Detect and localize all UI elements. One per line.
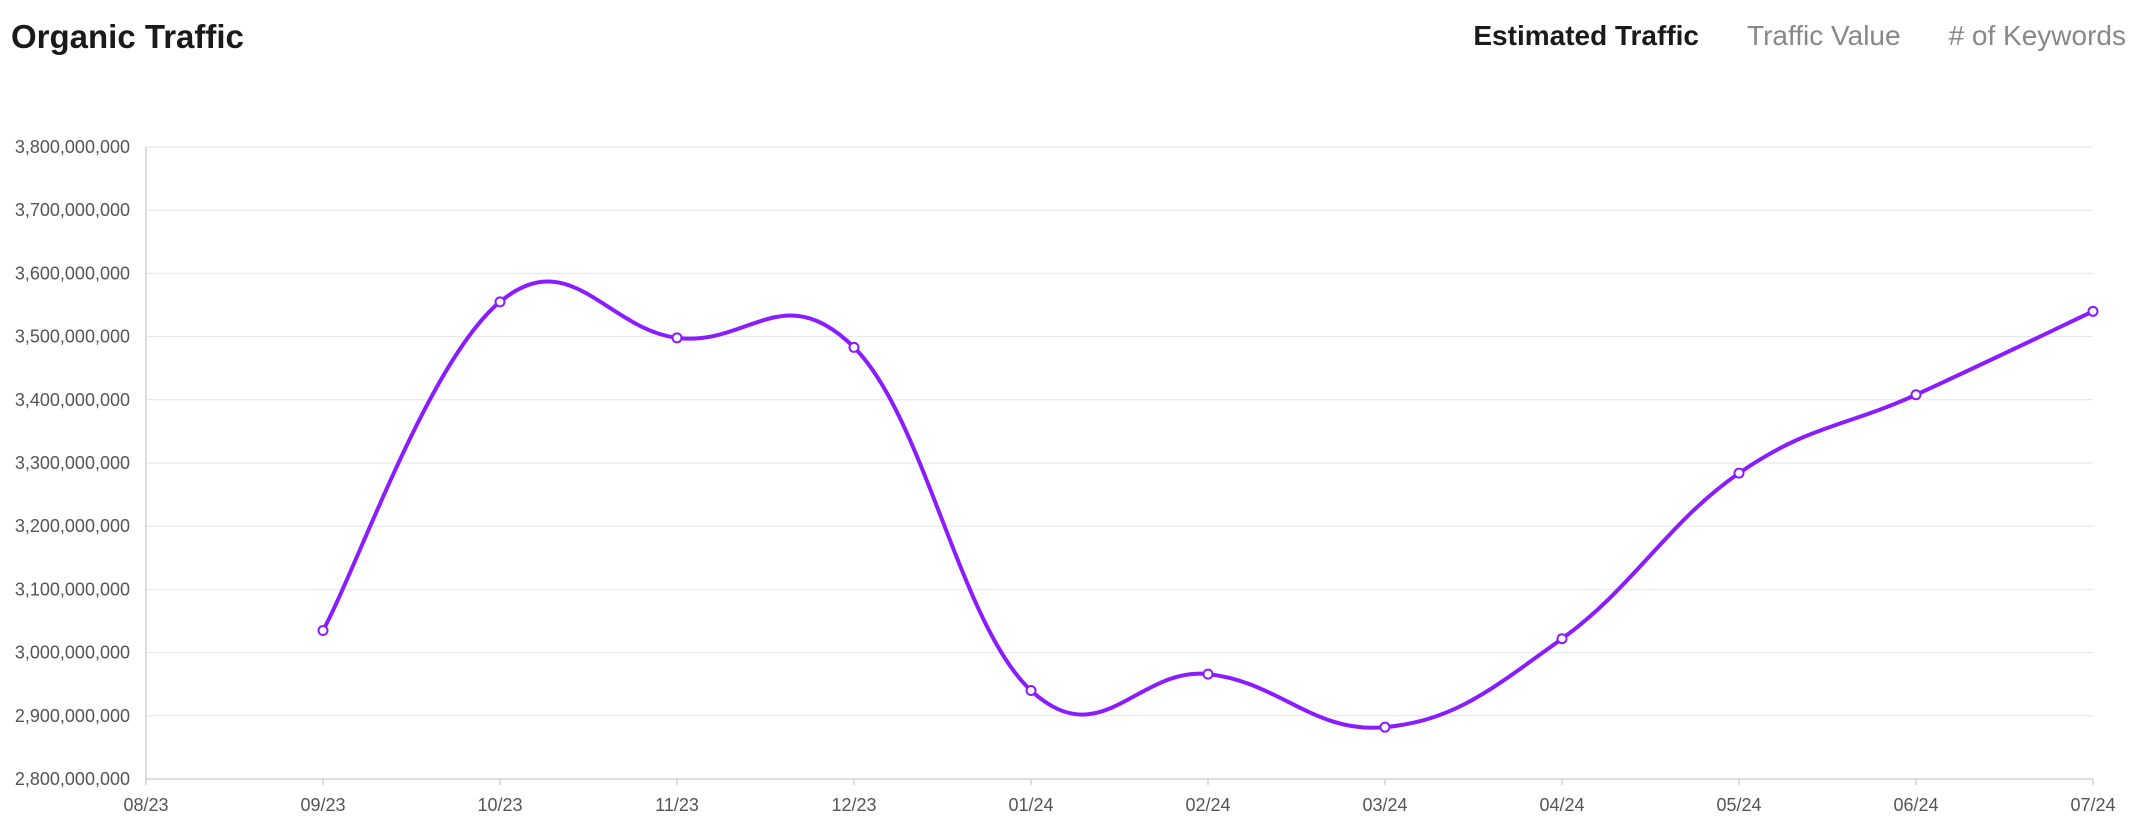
y-tick-label: 3,100,000,000 — [15, 579, 130, 599]
series-line — [321, 279, 2095, 730]
x-tick-label: 02/24 — [1185, 795, 1230, 815]
x-tick-label: 11/23 — [655, 795, 699, 815]
data-point[interactable] — [1379, 721, 1391, 733]
data-point[interactable] — [494, 296, 506, 308]
x-tick-label: 08/23 — [123, 795, 168, 815]
x-tick-label: 12/23 — [831, 795, 876, 815]
y-tick-label: 3,000,000,000 — [15, 643, 130, 663]
x-tick-label: 06/24 — [1893, 795, 1938, 815]
data-point[interactable] — [1202, 668, 1214, 680]
y-tick-label: 3,800,000,000 — [15, 137, 130, 157]
tab-traffic-value[interactable]: Traffic Value — [1747, 20, 1901, 51]
y-tick-label: 3,700,000,000 — [15, 200, 130, 220]
x-axis-ticks: 08/23 09/23 10/23 11/23 12/23 01/24 02/24 03/24… — [123, 779, 2116, 815]
x-tick-label: 04/24 — [1539, 795, 1584, 815]
data-point[interactable] — [1556, 633, 1568, 645]
x-tick-label: 10/23 — [477, 795, 522, 815]
chart-title: Organic Traffic — [11, 18, 244, 55]
y-axis-ticks: 2,800,000,000 2,900,000,000 3,000,000,000 3… — [15, 137, 130, 789]
data-point[interactable] — [1025, 685, 1037, 697]
x-tick-label: 01/24 — [1008, 795, 1053, 815]
y-tick-label: 2,800,000,000 — [15, 769, 130, 789]
tab-keywords[interactable]: # of Keywords — [1948, 20, 2126, 51]
y-tick-label: 3,500,000,000 — [15, 327, 130, 347]
grid-lines — [146, 146, 2093, 717]
data-point[interactable] — [2087, 305, 2099, 317]
y-tick-label: 3,400,000,000 — [15, 390, 130, 410]
x-tick-label: 07/24 — [2070, 795, 2115, 815]
y-tick-label: 3,600,000,000 — [15, 263, 130, 283]
tab-estimated-traffic[interactable]: Estimated Traffic — [1473, 20, 1700, 51]
data-point[interactable] — [1910, 389, 1922, 401]
y-tick-label: 2,900,000,000 — [15, 706, 130, 726]
axes — [145, 147, 2093, 780]
series-points — [317, 296, 2099, 733]
x-tick-label: 09/23 — [300, 795, 345, 815]
data-point[interactable] — [317, 624, 329, 636]
data-point[interactable] — [1733, 467, 1745, 479]
x-tick-label: 05/24 — [1716, 795, 1761, 815]
y-tick-label: 3,300,000,000 — [15, 453, 130, 473]
y-tick-label: 3,200,000,000 — [15, 516, 130, 536]
data-point[interactable] — [848, 341, 860, 353]
data-point[interactable] — [671, 332, 683, 344]
metric-tabs: Estimated Traffic Traffic Value # of Key… — [1473, 20, 2126, 52]
series-line-layer — [321, 279, 2095, 730]
x-tick-label: 03/24 — [1362, 795, 1407, 815]
